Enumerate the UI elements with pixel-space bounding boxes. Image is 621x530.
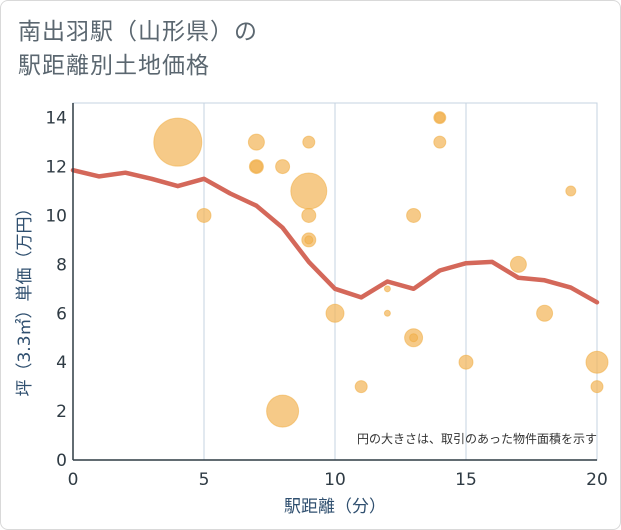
- bubble-point: [406, 207, 422, 223]
- bubble-point: [301, 207, 317, 223]
- bubble-point: [458, 354, 474, 370]
- x-tick-label: 20: [586, 470, 608, 490]
- bubble-point: [247, 133, 265, 151]
- bubble-layer: [153, 111, 609, 428]
- bubble-point: [153, 117, 203, 167]
- bubble-point: [196, 207, 212, 223]
- x-tick-label: 10: [324, 470, 346, 490]
- bubble-point: [304, 235, 314, 245]
- chart-note: 円の大きさは、取引のあった物件面積を示す: [357, 431, 597, 446]
- price-trend-line: [70, 167, 600, 305]
- bubble-point: [585, 350, 609, 374]
- y-tick-label: 2: [56, 402, 67, 422]
- line-layer: [70, 167, 600, 305]
- x-axis-title: 駅距離（分）: [284, 497, 386, 517]
- bubble-point: [434, 112, 446, 124]
- y-tick-label: 12: [45, 158, 67, 178]
- bubble-point: [325, 303, 345, 323]
- bubble-point: [249, 160, 263, 174]
- y-tick-label: 8: [56, 255, 67, 275]
- label-layer: 円の大きさは、取引のあった物件面積を示す 駅距離（分） 坪（3.3㎡）単価（万円…: [15, 199, 597, 517]
- chart-title-line-2: 駅距離別土地価格: [18, 53, 210, 79]
- y-tick-label: 4: [56, 353, 67, 373]
- x-tick-label: 5: [199, 470, 210, 490]
- y-tick-label: 10: [45, 206, 67, 226]
- bubble-point: [383, 285, 391, 293]
- x-tick-label: 15: [455, 470, 477, 490]
- y-tick-label: 6: [56, 304, 67, 324]
- bubble-point: [536, 304, 554, 322]
- bubble-point: [565, 185, 577, 197]
- bubble-point: [383, 309, 391, 317]
- bubble-point: [275, 159, 291, 175]
- grid-layer: [72, 102, 598, 461]
- bubble-point: [354, 380, 368, 394]
- y-axis-title: 坪（3.3㎡）単価（万円）: [15, 199, 35, 396]
- bubble-point: [302, 135, 316, 149]
- bubble-point: [590, 380, 604, 394]
- bubble-point: [266, 394, 300, 428]
- axis-layer: 0 5 10 15 20 0 2 4 6 8 10 12 14: [45, 103, 608, 490]
- bubble-point: [409, 333, 419, 343]
- y-tick-label: 0: [56, 451, 67, 471]
- chart-title-line-1: 南出羽駅（山形県）の: [18, 19, 258, 45]
- bubble-point: [290, 172, 328, 210]
- x-tick-label: 0: [68, 470, 79, 490]
- chart-title: 南出羽駅（山形県）の 駅距離別土地価格: [18, 15, 258, 83]
- y-tick-label: 14: [45, 109, 67, 129]
- bubble-point: [433, 135, 447, 149]
- bubble-point: [509, 255, 527, 273]
